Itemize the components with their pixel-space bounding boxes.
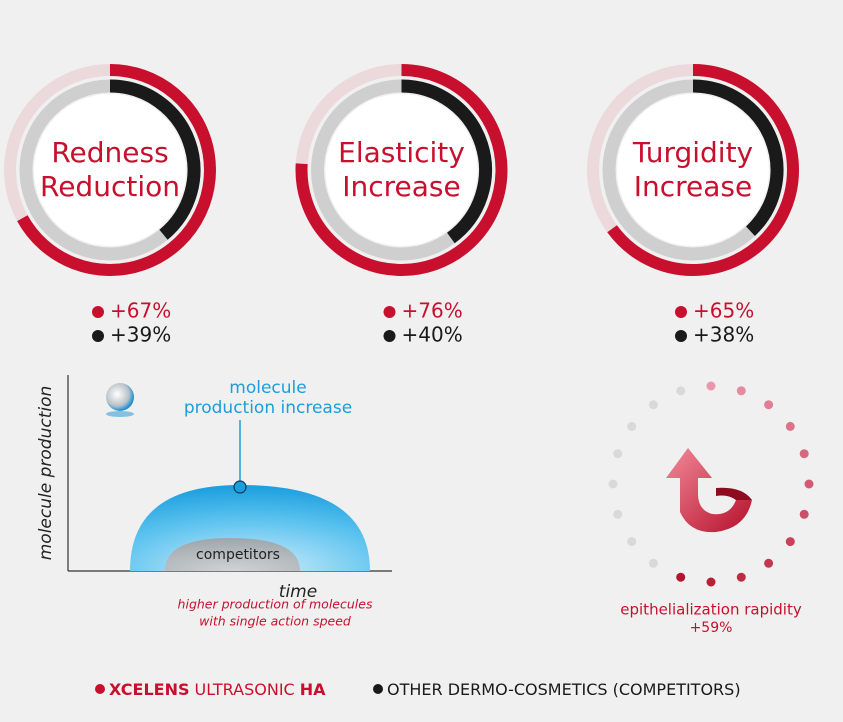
- caption: with single action speed: [199, 614, 351, 629]
- ring-title: Increase: [342, 170, 461, 203]
- annotation-point: [234, 481, 246, 493]
- legend-dot: [95, 684, 105, 694]
- ring-title: Reduction: [40, 170, 180, 203]
- ring-dot: [627, 537, 636, 546]
- annotation: molecule: [229, 378, 306, 398]
- ring-dot: [805, 480, 814, 489]
- ring-dot: [800, 510, 809, 519]
- dot-ring-label: epithelialization rapidity: [620, 601, 802, 619]
- infographic: +67%+39% RednessReduction +76%+40% Elastici…: [0, 0, 843, 722]
- value-label: +40%: [402, 323, 463, 347]
- ring-title: Redness: [51, 136, 168, 169]
- value-label: +76%: [402, 299, 463, 323]
- legend-dot: [384, 306, 396, 318]
- ring-dot: [737, 386, 746, 395]
- legend-dot: [373, 684, 383, 694]
- ring-dot: [609, 480, 618, 489]
- ring-dot: [786, 422, 795, 431]
- inner-label: competitors: [196, 547, 280, 563]
- legend-dot: [675, 306, 687, 318]
- value-label: +65%: [693, 299, 754, 323]
- legend-dot: [92, 330, 104, 342]
- legend-dot: [384, 330, 396, 342]
- value-label: +38%: [693, 323, 754, 347]
- ring-dot: [737, 573, 746, 582]
- ring-dot: [627, 422, 636, 431]
- ring-dot: [649, 559, 658, 568]
- ring-dot: [676, 386, 685, 395]
- ring-dot: [764, 559, 773, 568]
- dot-ring-value-label: +59%: [690, 620, 733, 636]
- y-axis-label: molecule production: [36, 386, 56, 561]
- caption: higher production of molecules: [178, 597, 373, 612]
- ring-dot: [707, 578, 716, 587]
- value-label: +39%: [110, 323, 171, 347]
- ring-title: Turgidity: [632, 136, 753, 169]
- ring-dot: [613, 449, 622, 458]
- ring-dot: [649, 400, 658, 409]
- ring-title: Increase: [634, 170, 753, 203]
- legend-dot: [92, 306, 104, 318]
- ring-dot: [786, 537, 795, 546]
- value-label: +67%: [110, 299, 171, 323]
- ring-dot: [707, 382, 716, 391]
- legend-entry: OTHER DERMO-COSMETICS (COMPETITORS): [387, 680, 741, 699]
- legend-part: XCELENS: [109, 680, 189, 699]
- icon-shadow: [106, 411, 134, 417]
- ring-dot: [676, 573, 685, 582]
- legend-entry: XCELENS ULTRASONIC HA: [109, 680, 326, 699]
- legend-part: HA: [300, 680, 326, 699]
- ring-title: Elasticity: [338, 136, 465, 169]
- sphere-icon: [106, 383, 134, 411]
- ring-dot: [613, 510, 622, 519]
- annotation: production increase: [184, 398, 352, 418]
- legend-part: OTHER DERMO-COSMETICS (COMPETITORS): [387, 680, 741, 699]
- ring-dot: [764, 400, 773, 409]
- legend-dot: [675, 330, 687, 342]
- legend-part: ULTRASONIC: [194, 680, 294, 699]
- ring-dot: [800, 449, 809, 458]
